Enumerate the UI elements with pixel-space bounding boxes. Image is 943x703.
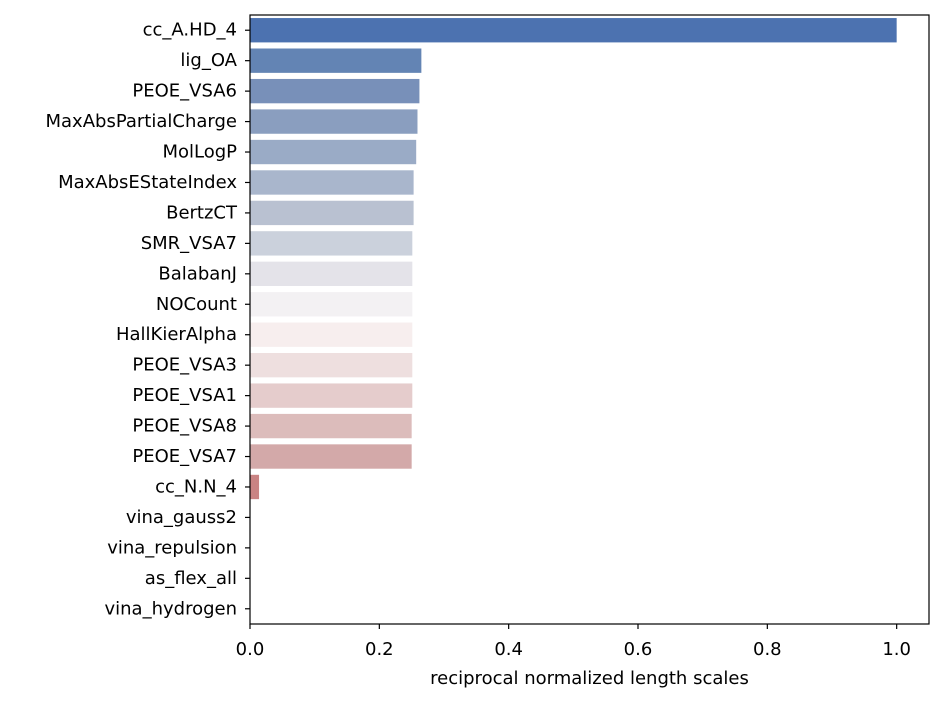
bar-PEOE_VSA8 (250, 413, 412, 439)
bar-BalabanJ (250, 261, 413, 287)
y-tick-label: NOCount (156, 294, 237, 315)
bar-HallKierAlpha (250, 322, 413, 347)
y-tick-label: PEOE_VSA7 (132, 446, 237, 467)
y-tick-label: vina_repulsion (107, 537, 237, 558)
bar-cc_N.N_4 (250, 474, 260, 500)
x-tick-label: 0.4 (494, 639, 523, 660)
bars-group (250, 18, 897, 500)
bar-NOCount (250, 292, 413, 317)
bar-lig_OA (250, 48, 422, 73)
y-tick-label: SMR_VSA7 (141, 233, 237, 254)
bar-PEOE_VSA7 (250, 444, 412, 469)
bar-cc_A.HD_4 (250, 18, 897, 43)
y-tick-label: PEOE_VSA6 (132, 81, 237, 102)
y-tick-label: MolLogP (162, 142, 237, 163)
plot-frame (249, 14, 930, 625)
x-tick-label: 0.6 (624, 639, 653, 660)
x-tick-label: 1.0 (882, 639, 911, 660)
bar-SMR_VSA7 (250, 231, 413, 256)
y-tick-label: vina_gauss2 (126, 507, 237, 528)
x-tick-label: 0.0 (236, 639, 265, 660)
y-tick-label: cc_N.N_4 (155, 476, 237, 497)
x-tick-label: 0.8 (753, 639, 782, 660)
y-tick-label: vina_hydrogen (104, 598, 237, 619)
y-tick-label: PEOE_VSA3 (132, 355, 237, 376)
x-axis-ticks: 0.0 0.2 0.4 0.6 0.8 1.0 (236, 624, 911, 660)
bar-MaxAbsEStateIndex (250, 170, 414, 195)
bar-PEOE_VSA6 (250, 78, 420, 104)
y-tick-label: BalabanJ (158, 263, 237, 284)
bar-PEOE_VSA1 (250, 383, 413, 408)
bar-PEOE_VSA3 (250, 352, 413, 378)
y-tick-label: lig_OA (180, 50, 237, 71)
bar-BertzCT (250, 200, 414, 226)
y-axis-ticks: cc_A.HD_4 lig_OA PEOE_VSA6 MaxAbsPartialCha… (46, 20, 250, 619)
bar-MolLogP (250, 139, 417, 165)
y-tick-label: PEOE_VSA8 (132, 416, 237, 437)
bar-MaxAbsPartialCharge (250, 109, 418, 134)
x-tick-label: 0.2 (365, 639, 394, 660)
y-tick-label: PEOE_VSA1 (132, 385, 237, 406)
x-axis-title: reciprocal normalized length scales (430, 668, 749, 689)
y-tick-label: HallKierAlpha (116, 324, 237, 345)
y-tick-label: as_flex_all (145, 568, 237, 589)
y-tick-label: MaxAbsEStateIndex (58, 172, 237, 193)
y-tick-label: cc_A.HD_4 (143, 20, 237, 41)
y-tick-label: BertzCT (166, 202, 238, 223)
y-tick-label: MaxAbsPartialCharge (46, 111, 238, 132)
